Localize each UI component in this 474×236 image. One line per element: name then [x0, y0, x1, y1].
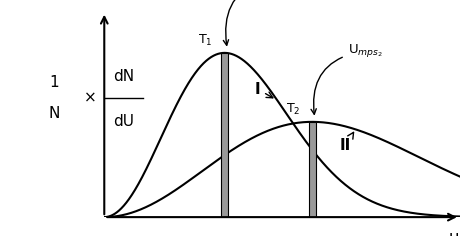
Text: u: u [449, 229, 460, 236]
Text: T$_1$: T$_1$ [198, 33, 212, 48]
Text: U$_{mps_1}$: U$_{mps_1}$ [223, 0, 298, 45]
Text: N: N [49, 106, 60, 121]
Bar [221, 53, 228, 217]
Text: ×: × [84, 91, 96, 105]
Text: II: II [339, 132, 354, 153]
Text: T$_2$: T$_2$ [286, 102, 300, 117]
Bar [309, 122, 316, 217]
Text: dU: dU [113, 114, 134, 130]
Text: U$_{mps_2}$: U$_{mps_2}$ [311, 42, 383, 114]
Text: 1: 1 [50, 75, 59, 90]
Text: I: I [255, 81, 273, 98]
Text: dN: dN [113, 69, 135, 84]
